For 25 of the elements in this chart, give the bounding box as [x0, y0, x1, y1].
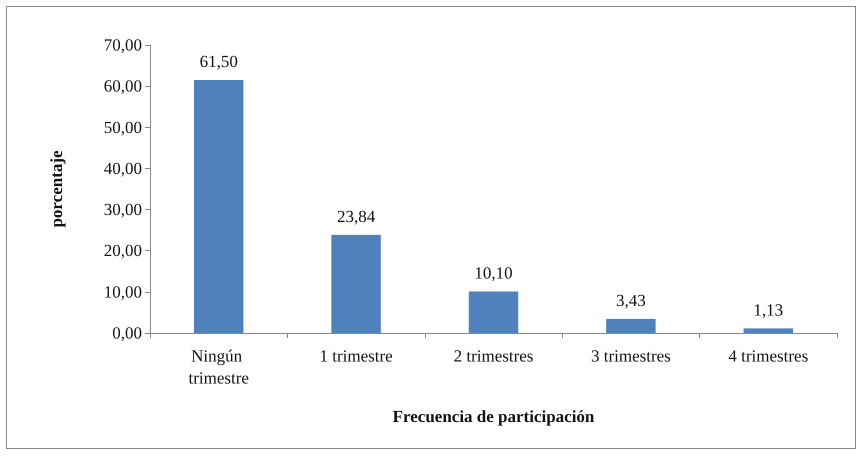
y-axis-title: porcentaje	[47, 150, 66, 228]
x-tick-label: 2 trimestres	[454, 346, 534, 366]
y-tick-label: 50,00	[104, 118, 142, 137]
y-tick-label: 0,00	[112, 324, 142, 342]
x-tick-label: 3 trimestres	[591, 346, 671, 366]
data-label: 10,10	[474, 263, 513, 282]
data-label: 61,50	[200, 52, 238, 71]
x-tick-label: Ningún trimestre	[188, 346, 249, 388]
x-tick-label: 4 trimestres	[728, 346, 808, 366]
bar	[468, 291, 518, 333]
bar	[194, 80, 244, 333]
data-label: 1,13	[753, 300, 784, 320]
y-tick-label: 40,00	[104, 158, 142, 178]
bar	[331, 234, 381, 333]
y-tick-label: 70,00	[104, 36, 142, 54]
data-label: 3,43	[616, 290, 646, 310]
y-tick-label: 10,00	[104, 282, 142, 302]
y-tick-label: 60,00	[104, 76, 142, 96]
x-tick-label: 1 trimestre	[320, 346, 393, 366]
data-label: 23,84	[336, 206, 376, 226]
bar	[744, 328, 794, 333]
y-tick-label: 20,00	[104, 241, 142, 260]
bar	[606, 318, 656, 333]
x-axis-title: Frecuencia de participación	[392, 407, 595, 426]
y-tick-label: 30,00	[104, 200, 142, 220]
